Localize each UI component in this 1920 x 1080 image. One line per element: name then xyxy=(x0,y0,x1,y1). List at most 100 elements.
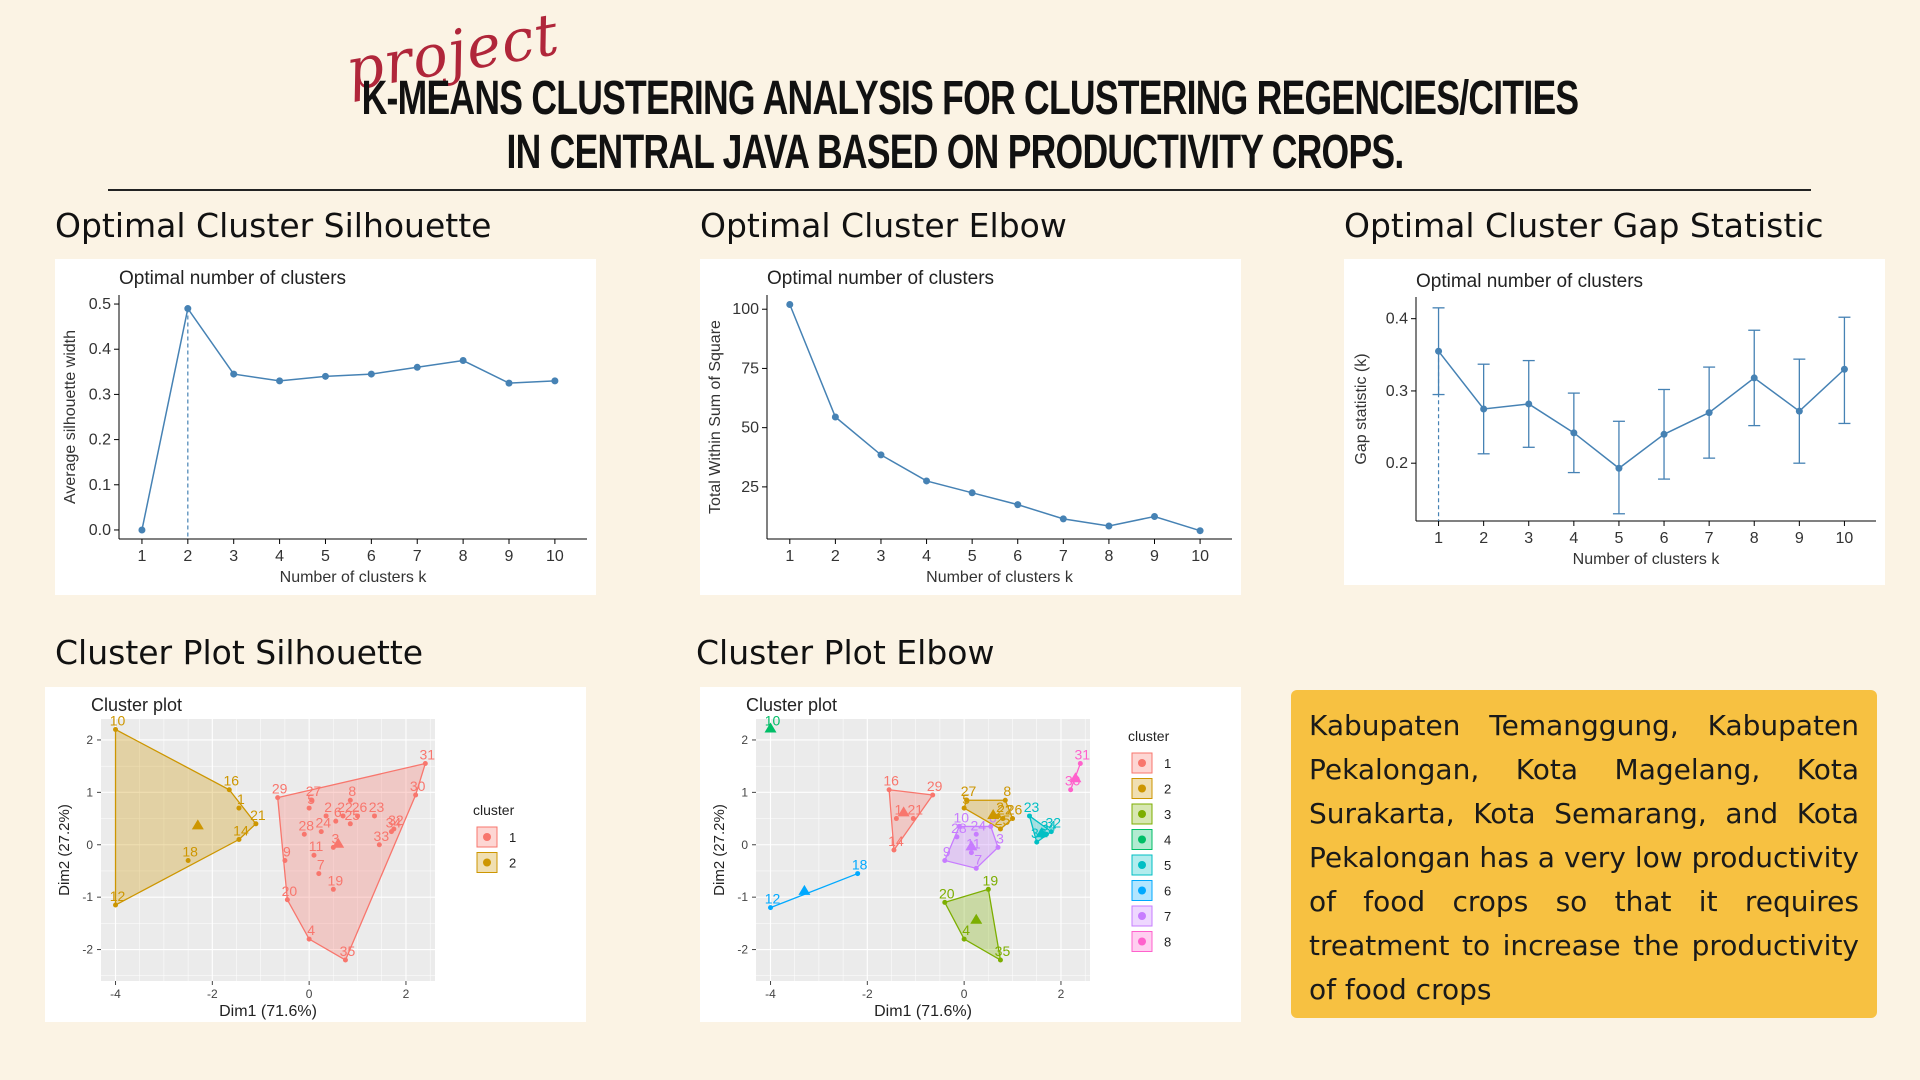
legend-label: 6 xyxy=(1164,884,1171,899)
cluster-centroid xyxy=(191,819,204,830)
cluster-point xyxy=(113,726,119,732)
cluster-centroid xyxy=(1069,772,1082,783)
cluster-point xyxy=(961,805,967,811)
cluster-point xyxy=(956,823,962,829)
x-tick-label: 6 xyxy=(367,548,376,565)
y-tick-label: 1 xyxy=(86,785,93,799)
y-tick-label: 75 xyxy=(741,360,759,377)
data-point xyxy=(923,477,931,485)
x-tick-label: 3 xyxy=(877,548,886,565)
cluster-point xyxy=(388,829,394,835)
data-point xyxy=(1705,409,1713,417)
x-tick-label: 2 xyxy=(183,548,192,565)
x-tick-label: 2 xyxy=(403,987,410,1001)
y-tick-label: 0.2 xyxy=(89,432,111,449)
y-tick-label: 0.5 xyxy=(89,296,111,313)
point-label: 6 xyxy=(334,804,342,820)
data-point xyxy=(1151,512,1158,520)
cluster-centroid xyxy=(987,808,1000,819)
x-tick-label: 5 xyxy=(1614,530,1623,547)
section-title-elbow: Optimal Cluster Elbow xyxy=(700,206,1067,245)
point-label: 33 xyxy=(374,828,390,844)
page-title-line-1: K-MEANS CLUSTERING ANALYSIS FOR CLUSTERI… xyxy=(361,72,1579,125)
x-tick-label: 3 xyxy=(1524,530,1533,547)
point-label: 4 xyxy=(307,922,315,938)
series-line xyxy=(789,304,1201,532)
y-tick-label: 1 xyxy=(741,785,748,799)
point-label: 21 xyxy=(908,802,924,818)
cluster-point xyxy=(891,847,897,853)
page-title-line-2: IN CENTRAL JAVA BASED ON PRODUCTIVITY CR… xyxy=(506,126,1405,179)
legend-label: 2 xyxy=(509,856,516,871)
point-label: 7 xyxy=(317,857,325,873)
legend-marker xyxy=(1138,784,1146,793)
cluster-point xyxy=(855,871,861,877)
cluster-point xyxy=(284,897,290,903)
point-label: 2 xyxy=(996,799,1004,815)
x-tick-label: -4 xyxy=(765,987,776,1001)
x-axis-label: Number of clusters k xyxy=(926,569,1074,586)
cluster-point xyxy=(236,805,242,811)
data-point xyxy=(1059,515,1067,523)
y-tick-label: 0.4 xyxy=(1386,311,1408,328)
cluster-point xyxy=(995,844,1001,850)
y-tick-label: 0 xyxy=(741,838,748,852)
cluster-point xyxy=(253,821,259,827)
x-tick-label: 8 xyxy=(1750,530,1759,547)
plot-background xyxy=(756,719,1090,981)
data-point xyxy=(1525,400,1533,408)
y-tick-label: -1 xyxy=(737,890,748,904)
cluster-point xyxy=(1077,761,1083,767)
chart-title: Optimal number of clusters xyxy=(1416,271,1643,292)
cluster-centroid xyxy=(897,806,910,817)
cluster-plot-silhouette-panel: Cluster plot -4 -2 0 2 2 1 0 -1 -2 Dim1 (71.6%) Dim… xyxy=(45,687,586,1022)
legend-marker xyxy=(1138,912,1146,920)
point-label: 34 xyxy=(386,815,402,831)
legend-label: 1 xyxy=(509,830,516,845)
y-tick-label: 0.3 xyxy=(89,386,111,403)
x-tick-label: 9 xyxy=(1150,548,1159,565)
point-label: 9 xyxy=(283,843,291,859)
point-label: 7 xyxy=(974,851,982,867)
point-label: 28 xyxy=(299,817,315,833)
section-title-gap: Optimal Cluster Gap Statistic xyxy=(1344,206,1824,245)
x-tick-label: 7 xyxy=(413,548,422,565)
point-label: 12 xyxy=(765,891,781,907)
x-axis-label: Number of clusters k xyxy=(1573,551,1721,568)
x-tick-label: 7 xyxy=(1705,530,1714,547)
gap-statistic-chart: Optimal number of clusters 1 2 3 4 5 6 7 8 9 10 0.2… xyxy=(1353,271,1876,568)
point-label: 14 xyxy=(233,823,249,839)
point-label: 2 xyxy=(324,799,332,815)
legend-marker xyxy=(1138,759,1146,767)
legend-marker xyxy=(1138,886,1146,895)
point-label: 5 xyxy=(307,791,315,807)
cluster-point xyxy=(226,787,232,793)
x-tick-label: 8 xyxy=(459,548,468,565)
y-tick-label: 2 xyxy=(741,733,748,747)
point-label: 14 xyxy=(888,833,904,849)
point-label: 21 xyxy=(250,807,266,823)
data-point xyxy=(138,526,146,534)
y-tick-label: 0.2 xyxy=(1386,455,1408,472)
cluster-centroid xyxy=(1035,827,1048,838)
point-label: 10 xyxy=(765,712,781,728)
point-label: 31 xyxy=(420,747,436,763)
data-point xyxy=(184,305,192,313)
point-label: 16 xyxy=(883,773,899,789)
point-label: 20 xyxy=(939,885,955,901)
point-label: 1 xyxy=(237,791,245,807)
point-label: 23 xyxy=(369,799,385,815)
data-point xyxy=(831,413,839,421)
point-label: 3 xyxy=(996,830,1004,846)
cluster-centroid xyxy=(764,722,777,733)
data-point xyxy=(505,379,513,387)
data-point xyxy=(413,363,421,371)
cluster-1-hull xyxy=(888,788,934,852)
point-label: 1 xyxy=(894,802,902,818)
silhouette-chart: Optimal number of clusters 1 2 3 4 5 6 7 8 9 10 0.0… xyxy=(62,268,587,586)
cluster-centroid xyxy=(970,913,983,924)
y-tick-label: 0.0 xyxy=(89,522,111,539)
point-label: 29 xyxy=(927,778,943,794)
cluster-point xyxy=(347,821,353,827)
